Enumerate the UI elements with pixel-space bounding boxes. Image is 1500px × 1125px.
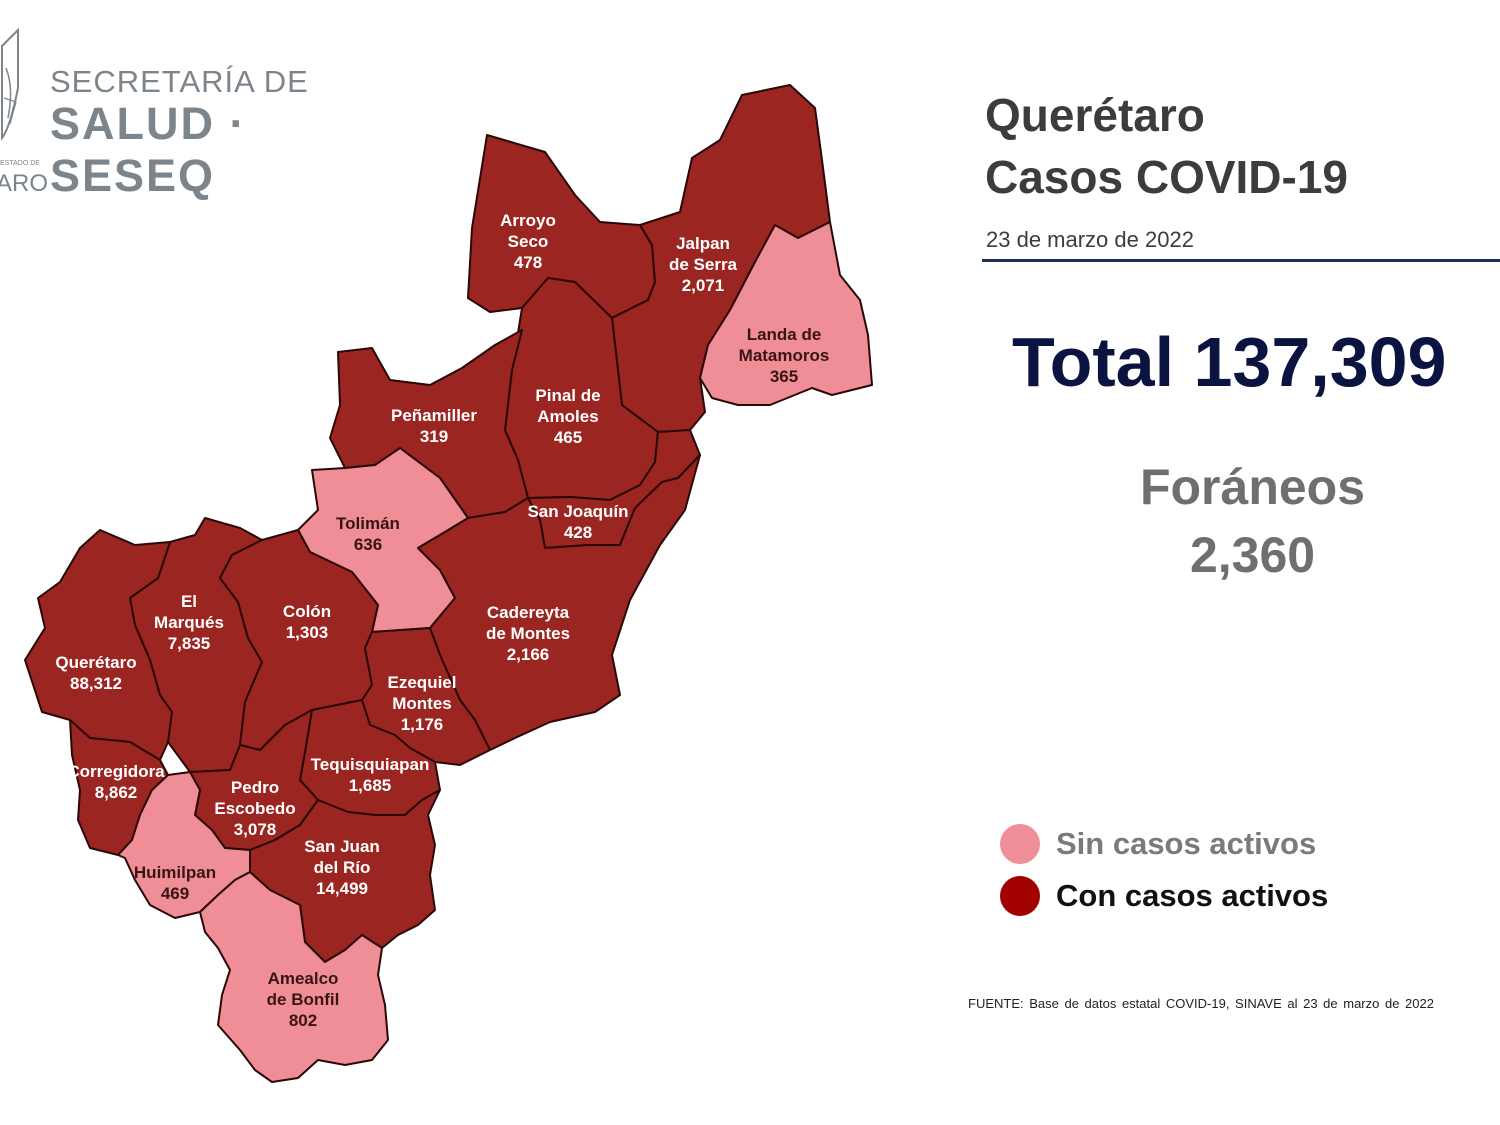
source-note: FUENTE: Base de datos estatal COVID-19, … [968, 996, 1434, 1011]
municipality-label-pinal: Pinal de Amoles 465 [535, 386, 600, 447]
municipality-name-ezequiel: Ezequiel [388, 673, 457, 692]
total-cases: Total 137,309 [1012, 323, 1447, 401]
municipality-label-pedro-escobedo: Pedro Escobedo 3,078 [214, 778, 295, 839]
municipality-name-landa: Matamoros [739, 346, 830, 365]
municipality-cases-pedro-escobedo: 3,078 [234, 820, 277, 839]
municipality-name-queretaro: Querétaro [55, 653, 136, 672]
municipality-name-el-marques: El [181, 592, 197, 611]
municipality-name-el-marques: Marqués [154, 613, 224, 632]
municipality-label-san-joaquin: San Joaquín 428 [527, 502, 628, 542]
municipality-name-cadereyta: de Montes [486, 624, 570, 643]
municipality-name-toliman: Tolimán [336, 514, 400, 533]
municipality-cases-pinal: 465 [554, 428, 582, 447]
municipality-name-jalpan: de Serra [669, 255, 738, 274]
municipality-name-jalpan: Jalpan [676, 234, 730, 253]
municipality-cases-colon: 1,303 [286, 623, 329, 642]
legend-swatch-con [1000, 876, 1040, 916]
municipality-cases-landa: 365 [770, 367, 798, 386]
municipality-label-corregidora: Corregidora 8,862 [67, 762, 165, 802]
municipality-label-el-marques: El Marqués 7,835 [154, 592, 224, 653]
municipality-name-pedro-escobedo: Escobedo [214, 799, 295, 818]
municipality-name-ezequiel: Montes [392, 694, 452, 713]
municipality-cases-arroyo-seco: 478 [514, 253, 542, 272]
municipality-cases-queretaro: 88,312 [70, 674, 122, 693]
title-state: Querétaro [985, 89, 1205, 141]
municipality-amealco[interactable] [199, 871, 389, 1083]
municipality-label-colon: Colón 1,303 [283, 602, 331, 642]
foraneos-label: Foráneos [1139, 459, 1366, 515]
queretaro-map: Arroyo Seco 478 Jalpan de Serra 2,071 Landa de… [24, 84, 873, 1083]
legend-swatch-sin [1000, 824, 1040, 864]
municipality-label-ezequiel: Ezequiel Montes 1,176 [388, 673, 457, 734]
municipality-cases-san-joaquin: 428 [564, 523, 592, 542]
municipality-name-amealco: de Bonfil [267, 990, 340, 1009]
municipality-name-penamiller: Peñamiller [391, 406, 477, 425]
municipality-name-tequisquiapan: Tequisquiapan [311, 755, 430, 774]
municipality-cases-ezequiel: 1,176 [401, 715, 444, 734]
municipality-cases-tequisquiapan: 1,685 [349, 776, 392, 795]
municipality-name-san-joaquin: San Joaquín [527, 502, 628, 521]
municipality-cases-corregidora: 8,862 [95, 783, 138, 802]
municipality-label-jalpan: Jalpan de Serra 2,071 [669, 234, 738, 295]
title-covid: Casos COVID-19 [985, 151, 1349, 203]
municipality-label-queretaro: Querétaro 88,312 [55, 653, 136, 693]
foraneos-value: 2,360 [1189, 527, 1316, 583]
municipality-label-cadereyta: Cadereyta de Montes 2,166 [486, 603, 570, 664]
municipality-name-san-juan: San Juan [304, 837, 380, 856]
municipality-cases-toliman: 636 [354, 535, 382, 554]
municipality-jalpan[interactable] [611, 84, 831, 433]
municipality-name-arroyo-seco: Seco [508, 232, 549, 251]
municipality-label-landa: Landa de Matamoros 365 [739, 325, 830, 386]
seseq-logo: SECRETARÍA DE SALUD · SESEQ ESTADO DE AR… [0, 20, 400, 201]
municipality-cases-cadereyta: 2,166 [507, 645, 550, 664]
municipality-cases-el-marques: 7,835 [168, 634, 211, 653]
municipality-label-tequisquiapan: Tequisquiapan 1,685 [311, 755, 430, 795]
municipality-name-landa: Landa de [747, 325, 822, 344]
municipality-label-amealco: Amealco de Bonfil 802 [267, 969, 340, 1030]
municipality-name-pinal: Pinal de [535, 386, 600, 405]
municipality-name-corregidora: Corregidora [67, 762, 165, 781]
municipality-label-penamiller: Peñamiller 319 [391, 406, 477, 446]
municipality-name-huimilpan: Huimilpan [134, 863, 216, 882]
municipality-name-colon: Colón [283, 602, 331, 621]
municipality-label-arroyo-seco: Arroyo Seco 478 [500, 211, 556, 272]
logo-seseq-text: SALUD · SESEQ [50, 98, 247, 201]
municipality-cases-amealco: 802 [289, 1011, 317, 1030]
state-emblem-icon [0, 28, 19, 141]
municipality-name-cadereyta: Cadereyta [487, 603, 570, 622]
municipality-label-huimilpan: Huimilpan 469 [134, 863, 216, 903]
logo-secretaria-text: SECRETARÍA DE [50, 64, 309, 99]
municipality-cases-jalpan: 2,071 [682, 276, 725, 295]
municipality-label-san-juan: San Juan del Río 14,499 [304, 837, 380, 898]
report-date: 23 de marzo de 2022 [986, 227, 1194, 252]
municipality-name-pinal: Amoles [537, 407, 598, 426]
legend-label-con: Con casos activos [1056, 878, 1329, 913]
municipality-name-pedro-escobedo: Pedro [231, 778, 279, 797]
municipality-landa[interactable] [699, 221, 873, 406]
municipality-cadereyta[interactable] [417, 454, 701, 751]
municipality-cases-huimilpan: 469 [161, 884, 189, 903]
municipality-cases-san-juan: 14,499 [316, 879, 368, 898]
logo-estado-text: ESTADO DE [0, 160, 40, 167]
municipality-name-san-juan: del Río [314, 858, 371, 877]
legend-label-sin: Sin casos activos [1056, 826, 1317, 861]
municipality-name-amealco: Amealco [268, 969, 339, 988]
title-divider [982, 259, 1500, 262]
logo-state-text: ARO [0, 170, 49, 197]
municipality-label-toliman: Tolimán 636 [336, 514, 400, 554]
municipality-name-arroyo-seco: Arroyo [500, 211, 556, 230]
municipality-cases-penamiller: 319 [420, 427, 448, 446]
